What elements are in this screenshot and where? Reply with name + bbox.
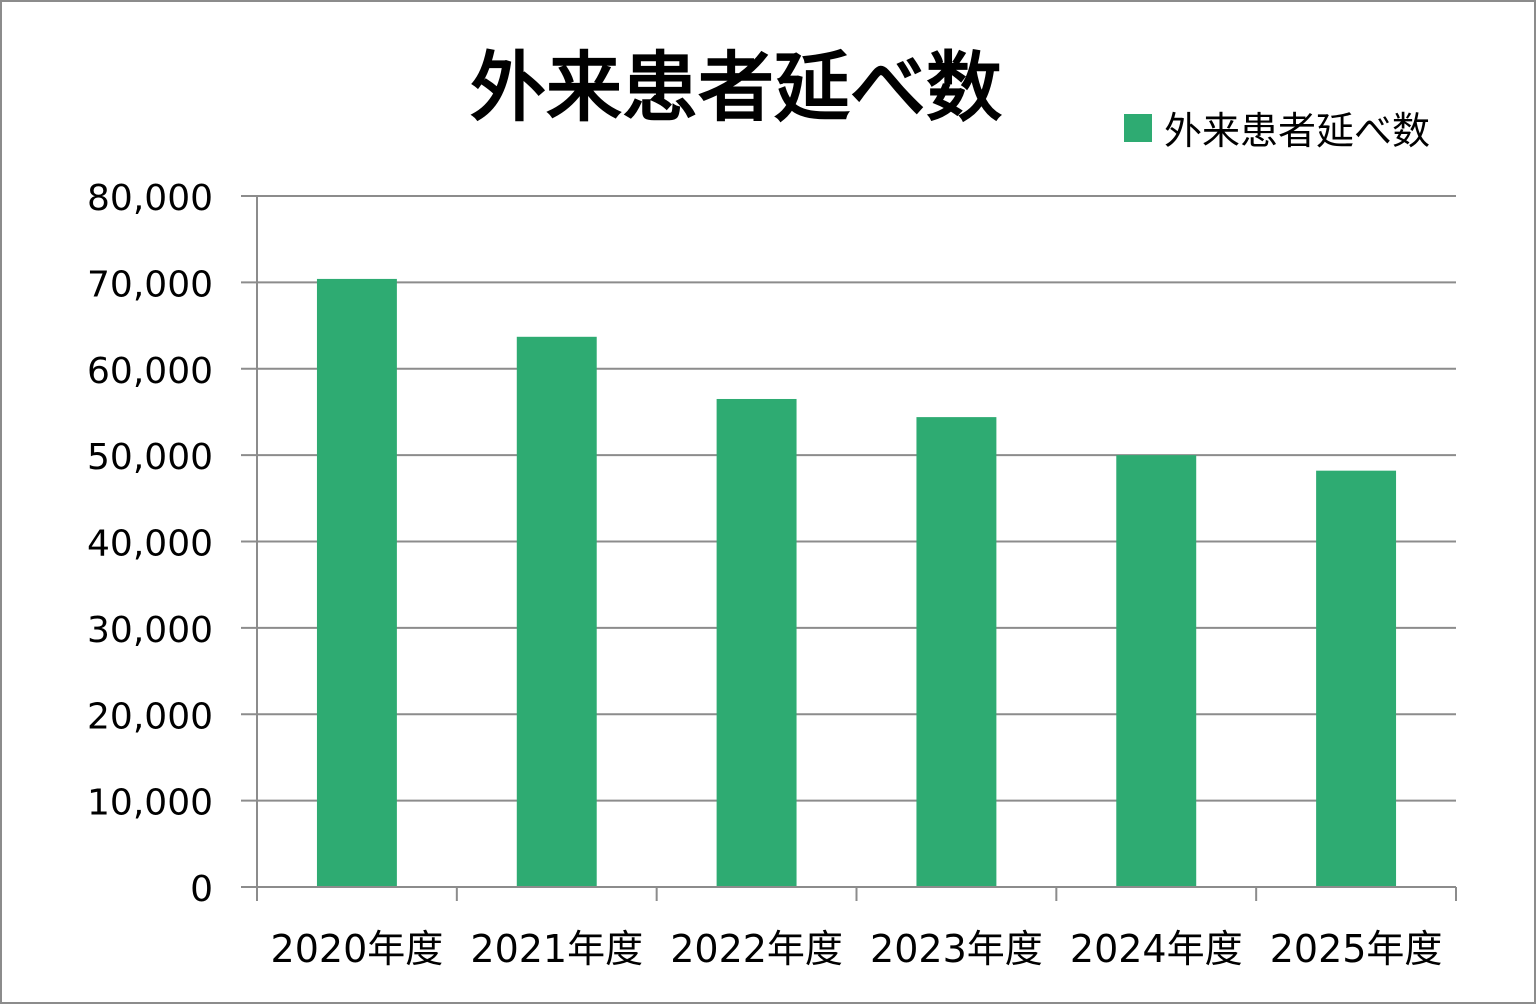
x-tick-label: 2023年度 [870, 927, 1043, 971]
x-tick-label: 2021年度 [470, 927, 643, 971]
legend-swatch [1124, 113, 1152, 142]
x-tick-labels: 2020年度 2021年度 2022年度 2023年度 2024年度 2025年度 [271, 927, 1443, 971]
y-tick-label: 30,000 [87, 610, 213, 651]
y-tick-labels: 0 10,000 20,000 30,000 40,000 50,000 60,000 70,… [87, 178, 213, 910]
y-tick-label: 40,000 [87, 524, 213, 565]
bar [516, 336, 597, 887]
bars [316, 278, 1397, 887]
legend: 外来患者延べ数 [1124, 100, 1430, 155]
x-tick-label: 2022年度 [670, 927, 843, 971]
legend-label: 外来患者延べ数 [1164, 109, 1431, 153]
y-tick-label: 20,000 [87, 696, 213, 737]
y-tick-label: 10,000 [87, 783, 213, 824]
x-tick-label: 2024年度 [1070, 927, 1243, 971]
bar [1316, 470, 1397, 887]
y-tick-label: 50,000 [87, 437, 213, 478]
chart-title: 外来患者延べ数 [470, 43, 1002, 132]
axes [256, 196, 1457, 901]
x-tick-label: 2025年度 [1270, 927, 1443, 971]
y-tick-label: 80,000 [87, 178, 213, 219]
x-tick-label: 2020年度 [271, 927, 444, 971]
bar [316, 278, 397, 887]
bar [916, 417, 997, 887]
bar [716, 398, 797, 887]
bar [1116, 455, 1197, 887]
y-tick-label: 0 [190, 869, 213, 910]
gridlines [241, 195, 1456, 888]
y-tick-label: 60,000 [87, 351, 213, 392]
y-tick-label: 70,000 [87, 264, 213, 305]
